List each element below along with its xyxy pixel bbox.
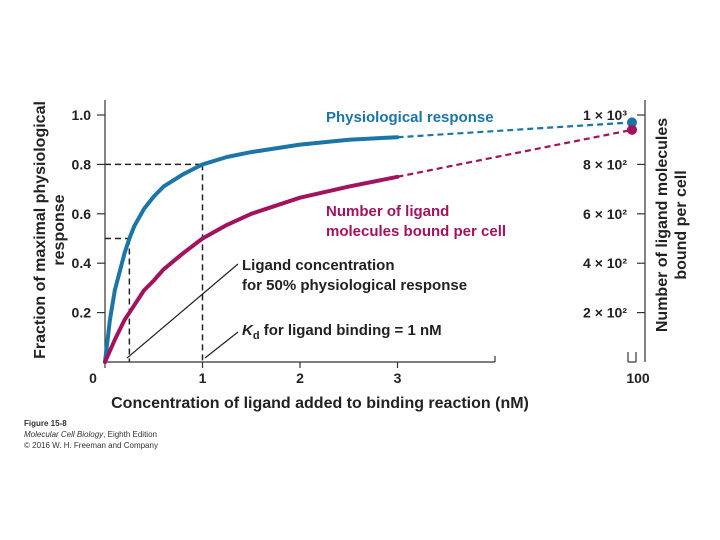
- callout-line-half-response: [126, 263, 239, 359]
- data-point-physiological-100nm: [627, 117, 637, 128]
- y-left-tick-label: 0.2: [72, 305, 92, 321]
- series-label-ligand-bound: Number of ligand molecules bound per cell: [326, 203, 506, 240]
- caption-copyright: © 2016 W. H. Freeman and Company: [24, 441, 158, 450]
- series-label-ligand-bound-line1: Number of ligand: [326, 203, 449, 220]
- callout-line-kd: [204, 331, 239, 359]
- series-label-physiological: Physiological response: [326, 109, 494, 126]
- reference-lines-layer: [105, 163, 239, 362]
- x-tick-label: 2: [296, 370, 304, 386]
- annotation-half-response-line1: Ligand concentration: [242, 257, 395, 274]
- y-right-tick-label: 4 × 10²: [583, 255, 627, 271]
- y-left-tick-label: 0.6: [72, 206, 92, 222]
- y-left-tick-label: 1.0: [72, 107, 92, 123]
- y-axis-left-title: Fraction of maximal physiological respons…: [32, 101, 68, 359]
- y-axis-right-title-line2: bound per cell: [673, 170, 690, 279]
- y-right-tick-label: 2 × 10²: [583, 305, 627, 321]
- x-tick-label: 100: [626, 370, 650, 386]
- series-extension-physiological: [397, 121, 633, 139]
- y-right-tick-label: 6 × 10²: [583, 206, 627, 222]
- annotation-half-response-line2: for 50% physiological response: [242, 277, 467, 294]
- x-axis-title: Concentration of ligand added to binding…: [111, 395, 529, 412]
- text-layer: 0 1 2 3 100 0.2 0.4 0.6 0.8 1.0 2 × 10² 4 × 10² 6 × …: [32, 101, 690, 412]
- x-tick-label: 1: [199, 370, 207, 386]
- y-axis-left-title-line1: Fraction of maximal physiological: [32, 101, 49, 359]
- caption-edition: , Eighth Edition: [103, 430, 157, 439]
- annotation-kd-subscript: d: [253, 330, 260, 342]
- caption-book-title: Molecular Cell Biology: [24, 430, 104, 439]
- y-left-tick-label: 0.8: [72, 156, 92, 172]
- caption-figure-number: Figure 15-8: [24, 419, 67, 428]
- annotation-kd-symbol: K: [242, 322, 254, 339]
- series-label-ligand-bound-line2: molecules bound per cell: [326, 223, 506, 240]
- x-tick-label: 3: [394, 370, 402, 386]
- y-left-tick-label: 0.4: [72, 255, 92, 271]
- annotation-kd-text: for ligand binding = 1 nM: [260, 322, 442, 339]
- y-right-tick-label: 1 × 10³: [583, 107, 627, 123]
- annotation-half-response: Ligand concentration for 50% physiologica…: [242, 257, 467, 294]
- annotation-kd: Kd for ligand binding = 1 nM: [242, 322, 442, 342]
- x-tick-label: 0: [89, 370, 97, 386]
- y-right-tick-label: 8 × 10²: [583, 156, 627, 172]
- series-layer: [103, 117, 637, 364]
- data-point-ligand-bound-100nm: [627, 124, 637, 135]
- y-axis-left-title-line2: response: [51, 194, 68, 265]
- figure-caption: Figure 15-8 Molecular Cell Biology, Eigh…: [24, 418, 158, 451]
- y-axis-right-title: Number of ligand molecules bound per cell: [654, 118, 690, 332]
- axes-layer: [97, 100, 646, 368]
- y-axis-right-title-line1: Number of ligand molecules: [654, 118, 671, 332]
- series-line-ligand-bound: [103, 174, 400, 364]
- series-line-physiological: [103, 135, 400, 364]
- chart-figure: 0 1 2 3 100 0.2 0.4 0.6 0.8 1.0 2 × 10² 4 × 10² 6 × …: [32, 100, 690, 412]
